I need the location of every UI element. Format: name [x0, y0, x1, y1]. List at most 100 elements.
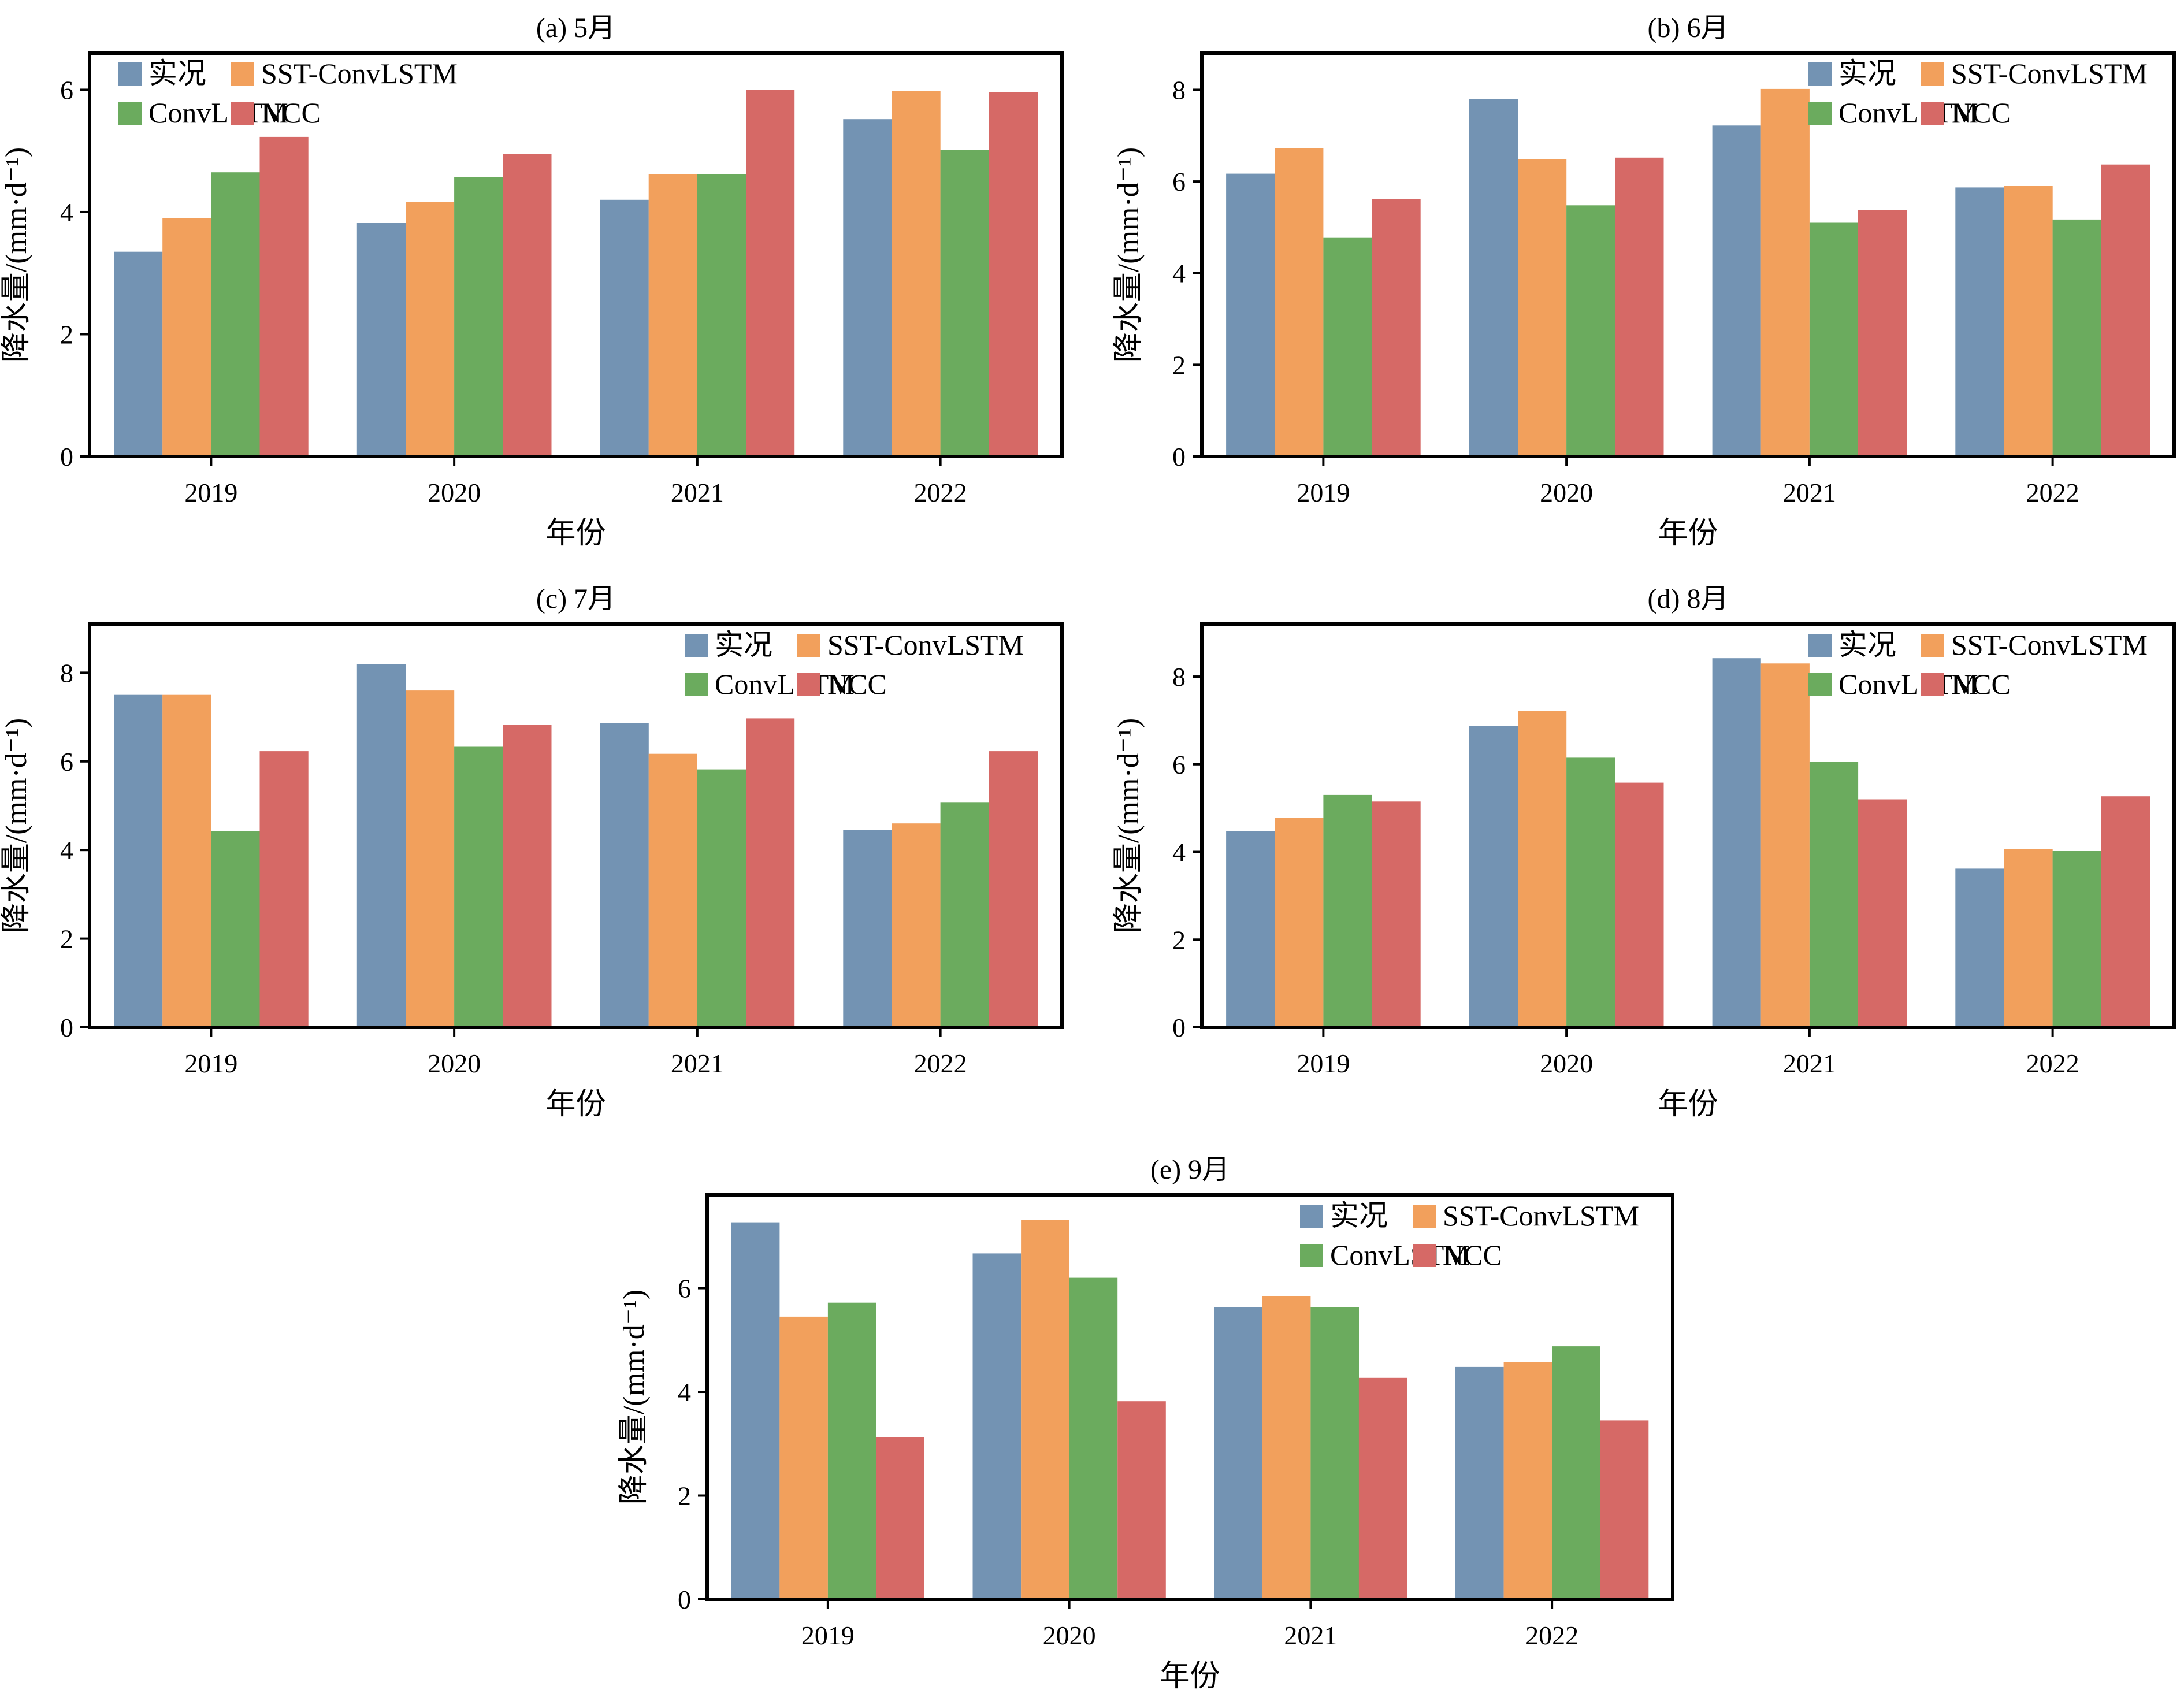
bar-sst-2021: [648, 174, 697, 456]
x-tick-label: 2020: [1043, 1621, 1096, 1650]
y-tick-label: 4: [678, 1377, 691, 1407]
x-axis-label: 年份: [1658, 517, 1718, 550]
x-tick-label: 2019: [184, 478, 237, 507]
bar-ncc-2021: [1858, 799, 1907, 1027]
x-tick-label: 2022: [1525, 1621, 1578, 1650]
bar-obs-2019: [1226, 173, 1275, 456]
panel-title: (c) 7月: [536, 584, 615, 614]
bar-sst-2021: [1262, 1296, 1311, 1599]
x-tick-label: 2019: [801, 1621, 855, 1650]
bar-obs-2019: [114, 694, 163, 1027]
legend-swatch-sst: [1413, 1205, 1436, 1228]
bar-sst-2021: [1760, 663, 1810, 1027]
bar-obs-2021: [1712, 658, 1761, 1027]
bar-conv-2021: [697, 174, 746, 456]
legend-label-sst: SST-ConvLSTM: [1951, 629, 2148, 661]
bar-conv-2021: [1809, 222, 1859, 456]
panel-title: (a) 5月: [536, 13, 615, 43]
y-tick-label: 6: [1172, 750, 1186, 779]
legend-label-obs: 实况: [148, 57, 206, 90]
bar-sst-2022: [1503, 1362, 1552, 1599]
x-tick-label: 2020: [428, 1049, 481, 1078]
y-tick-label: 6: [60, 747, 73, 777]
legend-label-obs: 实况: [1838, 629, 1896, 661]
legend-swatch-sst: [1921, 634, 1944, 657]
y-tick-label: 6: [678, 1274, 691, 1303]
bar-conv-2020: [1566, 757, 1615, 1027]
legend-swatch-conv: [1300, 1244, 1323, 1267]
panel-title: (e) 9月: [1150, 1154, 1230, 1185]
bar-sst-2022: [2004, 186, 2053, 456]
bar-obs-2021: [600, 199, 649, 456]
legend-label-conv: ConvLSTM: [715, 668, 855, 700]
x-tick-label: 2020: [1540, 1049, 1593, 1078]
bar-ncc-2019: [1372, 199, 1421, 456]
legend-label-sst: SST-ConvLSTM: [261, 57, 458, 90]
y-tick-label: 4: [1172, 838, 1186, 867]
bar-conv-2021: [1809, 762, 1859, 1027]
bar-conv-2019: [211, 172, 260, 456]
y-tick-label: 8: [1172, 662, 1186, 692]
bar-ncc-2022: [989, 751, 1038, 1027]
bar-obs-2022: [1955, 187, 2004, 456]
legend-label-obs: 实况: [1330, 1199, 1388, 1232]
legend-label-ncc: NCC: [1951, 96, 2011, 129]
legend-swatch-obs: [1300, 1205, 1323, 1228]
plot-frame: [88, 51, 1064, 458]
bar-conv-2022: [940, 802, 989, 1027]
chart-panel-5: (e) 9月 0 2 4 6 2019 2020 2021 2022 年份 降水量/(mm·d⁻¹)…: [618, 1154, 1674, 1693]
bar-sst-2021: [648, 753, 697, 1027]
bar-obs-2022: [1455, 1366, 1504, 1599]
x-axis-label: 年份: [545, 1088, 606, 1121]
y-tick-label: 2: [1172, 350, 1186, 380]
panel-title: (b) 6月: [1648, 13, 1729, 43]
bar-obs-2021: [1712, 125, 1761, 457]
x-tick-label: 2021: [1783, 478, 1836, 507]
bar-sst-2019: [1275, 818, 1324, 1027]
y-tick-label: 0: [1172, 442, 1186, 471]
x-tick-label: 2020: [1540, 478, 1593, 507]
legend-label-conv: ConvLSTM: [1838, 668, 1978, 700]
panel-title: (d) 8月: [1648, 584, 1729, 614]
bar-conv-2020: [1566, 205, 1615, 456]
legend-swatch-obs: [685, 634, 708, 657]
x-tick-label: 2019: [184, 1049, 237, 1078]
bar-conv-2022: [1552, 1346, 1600, 1599]
bar-sst-2019: [162, 694, 211, 1027]
y-axis-label: 降水量/(mm·d⁻¹): [618, 1290, 651, 1505]
legend-label-ncc: NCC: [827, 668, 887, 700]
bar-obs-2020: [1469, 726, 1518, 1027]
x-axis-label: 年份: [545, 517, 606, 550]
legend-swatch-sst: [1921, 62, 1944, 86]
y-tick-label: 0: [678, 1585, 691, 1614]
y-axis-label: 降水量/(mm·d⁻¹): [0, 147, 33, 362]
chart-panel-4: (d) 8月 0 2 4 6 8 2019 2020 2021 2022 年份 降水量/(mm·d⁻¹…: [1112, 584, 2176, 1121]
legend-swatch-sst: [231, 62, 254, 86]
chart-panel-1: (a) 5月 0 2 4 6 2019 2020 2021 2022 年份 降水量/(mm·d⁻¹)…: [0, 13, 1064, 550]
y-tick-label: 6: [1172, 167, 1186, 196]
bar-ncc-2022: [2101, 796, 2150, 1027]
chart-panel-2: (b) 6月 0 2 4 6 8 2019 2020 2021 2022 年份 降水量/(mm·d⁻¹…: [1112, 13, 2176, 550]
bar-obs-2022: [1955, 868, 2004, 1027]
legend-swatch-obs: [118, 62, 142, 86]
legend-swatch-obs: [1808, 62, 1832, 86]
bar-sst-2022: [2004, 849, 2053, 1027]
x-tick-label: 2020: [428, 478, 481, 507]
bar-ncc-2021: [1858, 210, 1907, 456]
legend-label-conv: ConvLSTM: [1838, 96, 1978, 129]
bar-ncc-2019: [259, 136, 309, 456]
legend-swatch-conv: [1808, 102, 1832, 125]
bar-ncc-2019: [259, 751, 309, 1027]
bar-sst-2019: [779, 1316, 828, 1599]
bar-obs-2019: [731, 1222, 780, 1599]
y-tick-label: 4: [1172, 259, 1186, 288]
x-axis-label: 年份: [1658, 1088, 1718, 1121]
legend-label-ncc: NCC: [1443, 1239, 1502, 1271]
bar-sst-2021: [1760, 88, 1810, 456]
y-tick-label: 4: [60, 198, 73, 227]
bar-conv-2020: [1069, 1277, 1118, 1599]
bar-ncc-2020: [503, 725, 552, 1027]
